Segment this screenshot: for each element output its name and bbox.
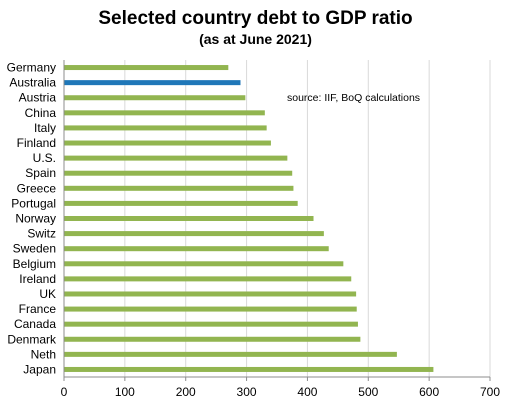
bar	[64, 291, 357, 297]
bar	[64, 216, 314, 221]
bar	[64, 110, 265, 116]
category-label: Denmark	[7, 332, 57, 346]
category-label: UK	[39, 287, 56, 301]
category-label: Australia	[9, 76, 56, 90]
x-tick-label: 300	[237, 385, 257, 399]
bar	[64, 200, 298, 206]
bar	[64, 351, 397, 357]
category-label: China	[25, 106, 57, 120]
bar	[64, 80, 241, 86]
bar	[64, 155, 288, 161]
bar	[64, 125, 267, 131]
source-annotation: source: IIF, BoQ calculations	[287, 92, 421, 104]
category-label: Ireland	[19, 272, 56, 286]
category-label: Italy	[34, 121, 56, 135]
chart-subtitle: (as at June 2021)	[199, 31, 312, 47]
bar	[64, 306, 357, 312]
bar	[64, 231, 324, 237]
bar	[64, 366, 434, 372]
category-label: Neth	[31, 347, 56, 361]
x-tick-label: 400	[297, 385, 317, 399]
category-label: Greece	[17, 181, 57, 195]
category-label: U.S.	[33, 151, 56, 165]
category-label: France	[19, 302, 57, 316]
category-label: Sweden	[13, 242, 56, 256]
x-tick-label: 700	[480, 385, 500, 399]
bar	[64, 336, 361, 342]
bar	[64, 170, 293, 176]
bar	[64, 65, 229, 71]
bar	[64, 185, 294, 191]
category-label: Austria	[19, 91, 57, 105]
bar	[64, 321, 358, 327]
category-label: Switz	[27, 227, 56, 241]
category-label: Norway	[15, 212, 56, 226]
category-label: Portugal	[11, 196, 56, 210]
chart-title: Selected country debt to GDP ratio	[98, 8, 413, 29]
bar	[64, 95, 246, 101]
category-label: Canada	[14, 317, 56, 331]
bar	[64, 140, 271, 146]
category-label: Belgium	[13, 257, 56, 271]
bar	[64, 261, 344, 267]
bar	[64, 276, 352, 282]
x-tick-label: 500	[358, 385, 378, 399]
x-tick-label: 600	[419, 385, 439, 399]
bar	[64, 246, 329, 252]
category-label: Germany	[7, 61, 56, 75]
category-label: Spain	[25, 166, 56, 180]
category-label: Japan	[23, 362, 56, 376]
x-tick-label: 100	[115, 385, 135, 399]
x-tick-label: 0	[61, 385, 68, 399]
x-tick-label: 200	[176, 385, 196, 399]
category-label: Finland	[17, 136, 56, 150]
